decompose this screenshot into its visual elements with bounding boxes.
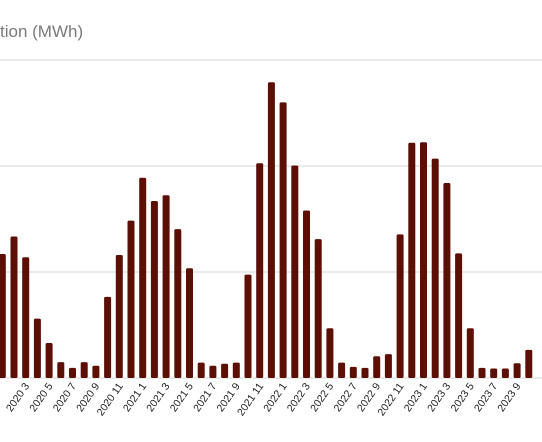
bar (490, 368, 498, 378)
bar (80, 362, 88, 378)
bar (267, 82, 275, 379)
bar (466, 328, 474, 378)
bar (373, 356, 381, 378)
bar (10, 236, 18, 378)
x-tick-label: 2022 5 (308, 381, 336, 414)
x-tick-label: 2020 7 (51, 381, 79, 414)
bar (420, 142, 427, 378)
bar (127, 220, 135, 378)
bar (150, 201, 158, 378)
x-tick-label: 2020 5 (27, 381, 55, 414)
bar (279, 102, 287, 379)
bar (443, 183, 451, 378)
x-tick-label: 2023 7 (472, 381, 500, 414)
bar (361, 367, 369, 378)
bar (57, 362, 65, 378)
x-tick-label: 2022 3 (285, 381, 313, 414)
bar (0, 254, 6, 378)
bar (45, 343, 53, 378)
bar (256, 163, 264, 378)
x-tick-label: 2023 3 (425, 381, 453, 414)
bar (431, 158, 439, 378)
x-tick-label: 2023 1 (402, 381, 430, 414)
x-tick-label: 2022 7 (332, 381, 360, 414)
bar (326, 328, 334, 378)
x-tick-label: 2021 5 (168, 381, 196, 414)
x-tick-label: 2021 7 (191, 381, 219, 414)
bar (455, 253, 463, 378)
x-tick-label: 2022 1 (261, 381, 289, 414)
bar (291, 165, 299, 378)
bar (186, 268, 193, 378)
bar (303, 210, 310, 378)
bar (525, 349, 533, 378)
x-tick-label: 2021 3 (144, 381, 172, 414)
bar (115, 255, 123, 378)
bar (221, 363, 229, 378)
bars (0, 82, 533, 379)
bar (501, 368, 509, 378)
bar (92, 365, 100, 378)
x-tick-label: 2020 3 (4, 381, 32, 414)
bar (314, 239, 322, 378)
bar (69, 367, 76, 378)
bar (197, 362, 205, 378)
bar (162, 195, 170, 378)
bar (22, 257, 30, 378)
bar (139, 177, 147, 378)
x-tick-label: 2023 9 (495, 381, 523, 414)
x-tick-label: 2021 1 (121, 381, 149, 414)
bar (174, 229, 182, 378)
bar (33, 318, 41, 378)
bar (338, 362, 346, 378)
bar (478, 367, 486, 378)
bar (209, 365, 217, 378)
bar (104, 296, 112, 378)
x-tick-label: 2023 5 (449, 381, 477, 414)
bar (384, 354, 392, 378)
chart-title: tion (MWh) (0, 22, 83, 41)
bar (396, 234, 404, 378)
bar (513, 363, 521, 378)
bar (349, 366, 357, 378)
bar (408, 142, 416, 378)
bar (232, 362, 240, 378)
bar (244, 274, 252, 378)
